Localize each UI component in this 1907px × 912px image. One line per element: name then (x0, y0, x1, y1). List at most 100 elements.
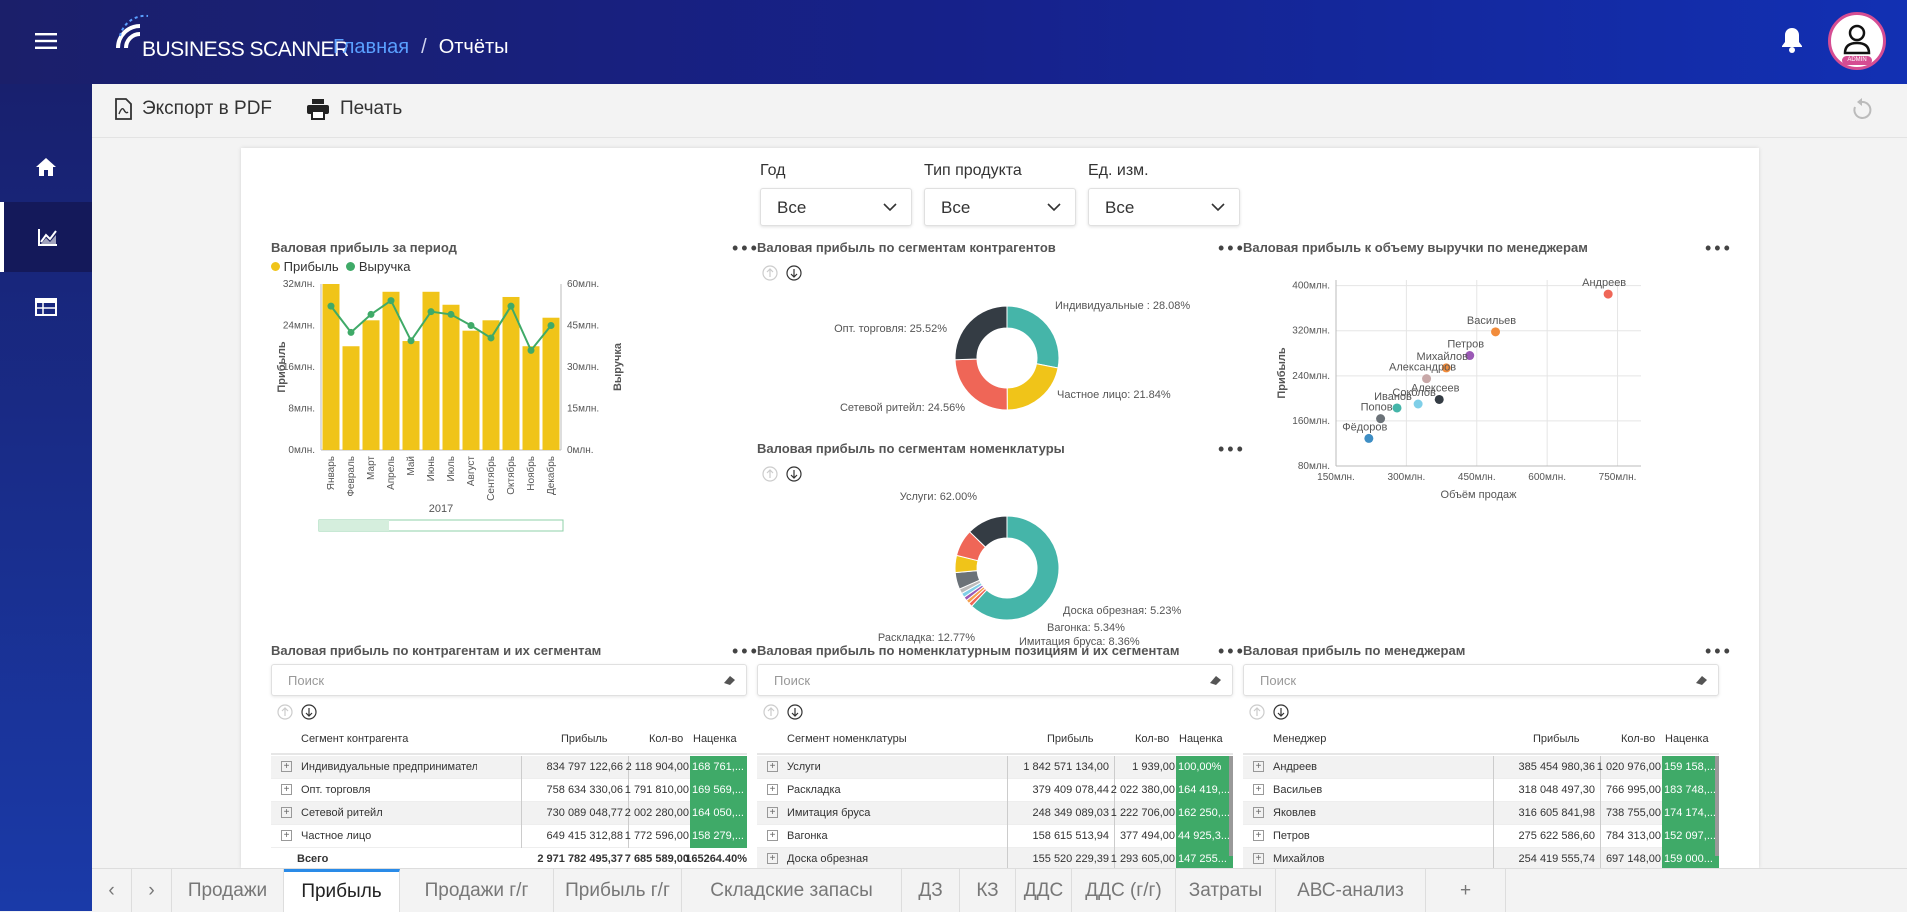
eraser-icon[interactable] (1208, 674, 1222, 686)
table-row[interactable]: + Доска обрезная 155 520 229,39 1 293 605,0… (757, 848, 1233, 871)
bar-profit[interactable] (442, 304, 460, 450)
donut-slice[interactable] (954, 305, 1008, 361)
column-header[interactable]: Наценка (1179, 733, 1223, 745)
expand-row-icon[interactable]: + (281, 761, 292, 772)
scatter-point[interactable] (1491, 327, 1501, 337)
tab-3[interactable]: Прибыль г/г (554, 869, 682, 912)
table-row[interactable]: + Сетевой ритейл 730 089 048,77 2 002 280,0… (271, 802, 747, 825)
search-input-managers[interactable]: Поиск (1243, 664, 1719, 696)
bar-profit[interactable] (362, 320, 380, 450)
sidebar-item-reports[interactable] (0, 202, 92, 272)
revenue-point[interactable] (527, 346, 535, 354)
drill-up-icon[interactable] (1249, 704, 1265, 720)
expand-row-icon[interactable]: + (1253, 761, 1264, 772)
scatter-point[interactable] (1603, 289, 1613, 299)
column-header[interactable]: Менеджер (1273, 733, 1327, 745)
tab-7[interactable]: ДДС (1016, 869, 1072, 912)
donut-slice[interactable] (968, 515, 1008, 548)
table-row[interactable]: + Раскладка 379 409 078,44 2 022 380,00 164 … (757, 779, 1233, 802)
notifications-button[interactable] (1780, 26, 1808, 56)
table-row[interactable]: + Опт. торговля 758 634 330,06 1 791 810,00… (271, 779, 747, 802)
donut-slice[interactable] (970, 515, 1060, 621)
expand-row-icon[interactable]: + (1253, 807, 1264, 818)
print-button[interactable]: Печать (306, 98, 402, 120)
drill-down-icon[interactable] (1273, 704, 1289, 720)
tab-6[interactable]: КЗ (960, 869, 1016, 912)
table-scrollbar[interactable] (1229, 756, 1233, 856)
revenue-point[interactable] (327, 302, 335, 310)
legend-item[interactable]: Выручка (358, 259, 411, 274)
table-row[interactable]: + Вагонка 158 615 513,94 377 494,00 44 925,3… (757, 825, 1233, 848)
revenue-point[interactable] (487, 334, 495, 342)
expand-row-icon[interactable]: + (281, 807, 292, 818)
revenue-point[interactable] (387, 297, 395, 305)
eraser-icon[interactable] (1694, 674, 1708, 686)
scatter-point[interactable] (1413, 399, 1423, 409)
tab-prev-button[interactable]: ‹ (92, 869, 132, 912)
expand-row-icon[interactable]: + (281, 830, 292, 841)
column-header[interactable]: Прибыль (1533, 733, 1580, 745)
filter-product-type-select[interactable]: Все (924, 188, 1076, 226)
revenue-point[interactable] (447, 310, 455, 318)
bar-profit[interactable] (542, 317, 560, 450)
column-header[interactable]: Кол-во (1135, 733, 1170, 745)
user-avatar-button[interactable]: ADMIN (1828, 12, 1886, 70)
expand-row-icon[interactable]: + (767, 853, 778, 864)
tab-1[interactable]: Прибыль (284, 869, 400, 912)
tab-4[interactable]: Складские запасы (682, 869, 902, 912)
column-header[interactable]: Наценка (693, 733, 737, 745)
revenue-point[interactable] (507, 302, 515, 310)
search-input-nomenclature[interactable]: Поиск (757, 664, 1233, 696)
scatter-point[interactable] (1376, 414, 1386, 424)
filter-year-select[interactable]: Все (760, 188, 912, 226)
tab-5[interactable]: ДЗ (902, 869, 960, 912)
widget-menu-button[interactable]: • • • (732, 238, 757, 258)
donut-slice[interactable] (1006, 363, 1059, 411)
drill-up-icon[interactable] (763, 704, 779, 720)
sidebar-item-home[interactable] (0, 132, 92, 202)
bar-profit[interactable] (462, 330, 480, 450)
column-header[interactable]: Наценка (1665, 733, 1709, 745)
eraser-icon[interactable] (722, 674, 736, 686)
drill-down-icon[interactable] (786, 466, 802, 482)
add-tab-button[interactable]: + (1426, 869, 1506, 912)
scatter-point[interactable] (1392, 403, 1402, 413)
sidebar-item-dashboards[interactable] (0, 272, 92, 342)
drill-up-icon[interactable] (277, 704, 293, 720)
scatter-point[interactable] (1434, 394, 1444, 404)
column-header[interactable]: Кол-во (649, 733, 684, 745)
drill-down-icon[interactable] (787, 704, 803, 720)
hamburger-menu-button[interactable] (18, 18, 74, 64)
expand-row-icon[interactable]: + (1253, 830, 1264, 841)
filter-unit-select[interactable]: Все (1088, 188, 1240, 226)
bar-profit[interactable] (382, 291, 400, 450)
tab-8[interactable]: ДДС (г/г) (1072, 869, 1176, 912)
bar-profit[interactable] (502, 296, 520, 450)
table-row[interactable]: + Услуги 1 842 571 134,00 1 939,00 100,00% (757, 756, 1233, 779)
drill-up-icon[interactable] (762, 265, 778, 281)
column-header[interactable]: Прибыль (1047, 733, 1094, 745)
expand-row-icon[interactable]: + (1253, 784, 1264, 795)
revenue-point[interactable] (347, 328, 355, 336)
column-header[interactable]: Кол-во (1621, 733, 1656, 745)
revenue-point[interactable] (467, 322, 475, 329)
tab-next-button[interactable]: › (132, 869, 172, 912)
widget-menu-button[interactable]: • • • (732, 641, 757, 661)
table-row[interactable]: + Васильев 318 048 497,30 766 995,00 183 748… (1243, 779, 1719, 802)
undo-button[interactable] (1852, 98, 1872, 125)
search-input-counterparties[interactable]: Поиск (271, 664, 747, 696)
widget-menu-button[interactable]: • • • (1705, 238, 1730, 258)
bar-profit[interactable] (482, 320, 500, 450)
expand-row-icon[interactable]: + (767, 830, 778, 841)
scatter-point[interactable] (1465, 351, 1475, 361)
app-logo[interactable]: BUSINESS SCANNER (112, 12, 349, 72)
bar-profit[interactable] (322, 284, 340, 450)
range-slider-thumb[interactable] (319, 520, 389, 531)
legend-item[interactable]: Прибыль (283, 259, 339, 274)
table-scrollbar[interactable] (1715, 756, 1719, 856)
revenue-point[interactable] (547, 322, 555, 329)
expand-row-icon[interactable]: + (1253, 853, 1264, 864)
bar-profit[interactable] (342, 346, 360, 450)
scatter-point[interactable] (1441, 363, 1451, 373)
revenue-point[interactable] (427, 308, 435, 316)
